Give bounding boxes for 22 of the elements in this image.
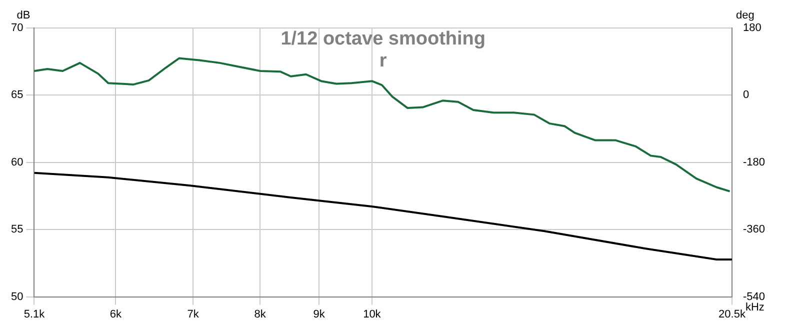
text: r bbox=[379, 50, 388, 72]
y-tick-label: 50 bbox=[10, 290, 24, 303]
x-tick-label: 6k bbox=[110, 308, 122, 320]
y2-tick-label: -180 bbox=[742, 156, 766, 168]
x-tick-label: 20.5k bbox=[718, 308, 746, 320]
x-tick-label: 5.1k bbox=[24, 308, 46, 320]
x-tick-label: 8k bbox=[254, 308, 266, 320]
y2-tick-label: 0 bbox=[742, 89, 750, 102]
y2-axis-title: deg bbox=[736, 10, 754, 22]
chart-title: 1/12 octave smoothing bbox=[280, 28, 486, 50]
x-axis-title: kHz bbox=[745, 301, 764, 314]
y-tick-label: 55 bbox=[10, 224, 24, 236]
y-axis-title: dB bbox=[16, 10, 30, 22]
y-tick-label: 65 bbox=[10, 89, 24, 102]
x-tick-label: 7k bbox=[187, 308, 200, 320]
y2-tick-label: -540 bbox=[742, 290, 766, 303]
y2-tick-label: 180 bbox=[742, 22, 762, 34]
y-tick-label: 60 bbox=[10, 156, 24, 168]
x-tick-label: 10k bbox=[363, 308, 382, 320]
y2-tick-label: -360 bbox=[742, 224, 766, 236]
x-tick-label: 9k bbox=[313, 308, 326, 320]
y-tick-label: 70 bbox=[10, 22, 24, 34]
